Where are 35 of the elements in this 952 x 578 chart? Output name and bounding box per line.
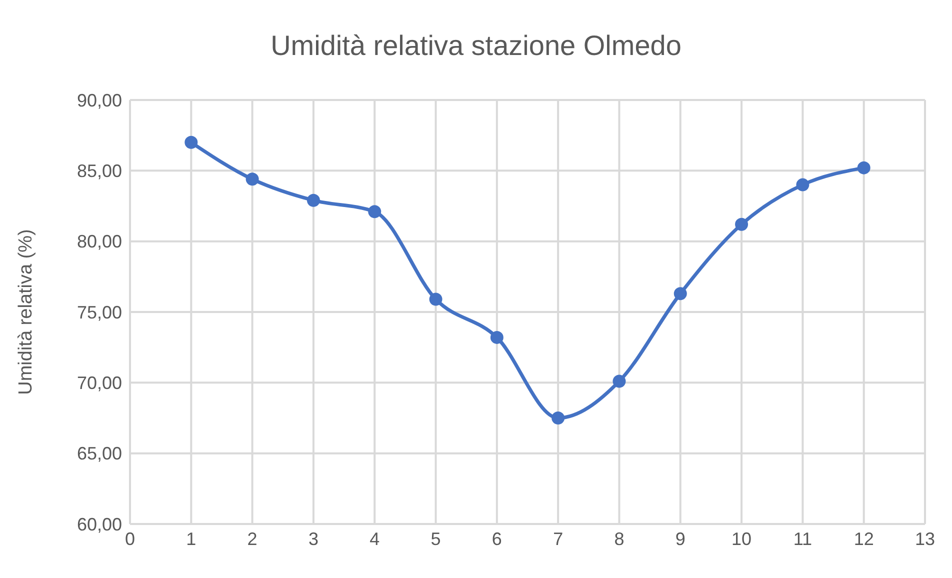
x-tick-label: 1 [186,528,196,549]
x-tick-label: 2 [247,528,258,549]
point [246,172,259,186]
point [857,161,870,174]
x-tick-label: 5 [430,528,441,549]
point [184,136,198,149]
y-tick-label: 90,00 [76,90,122,110]
x-tick-label: 0 [124,528,136,549]
point [796,178,810,192]
point [490,330,504,344]
y-axis-title: Umidità relativa (%) [16,229,37,395]
x-tick-label: 9 [675,528,686,549]
x-tick-label: 13 [914,528,936,549]
point [735,218,748,231]
y-tick-label: 65,00 [76,444,122,464]
x-tick-label: 8 [614,528,624,549]
y-tick-label: 70,00 [76,373,122,394]
y-tick-label: 85,00 [76,161,122,182]
y-tick-label: 75,00 [76,302,122,322]
y-tick-label: 80,00 [76,232,122,252]
x-tick-label: 11 [793,528,812,549]
x-tick-label: 4 [370,528,380,549]
point [674,287,687,300]
point [429,292,442,306]
x-tick-label: 12 [854,528,874,549]
point [306,194,320,207]
x-tick-label: 7 [553,528,564,549]
y-tick-label: 60,00 [76,514,122,534]
point [368,205,382,218]
x-tick-label: 3 [308,528,318,549]
x-tick-label: 10 [732,528,752,549]
point [612,374,626,388]
chart-title: Umidità relativa stazione Olmedo [270,30,682,62]
point [552,412,565,424]
x-tick-label: 6 [492,528,502,549]
